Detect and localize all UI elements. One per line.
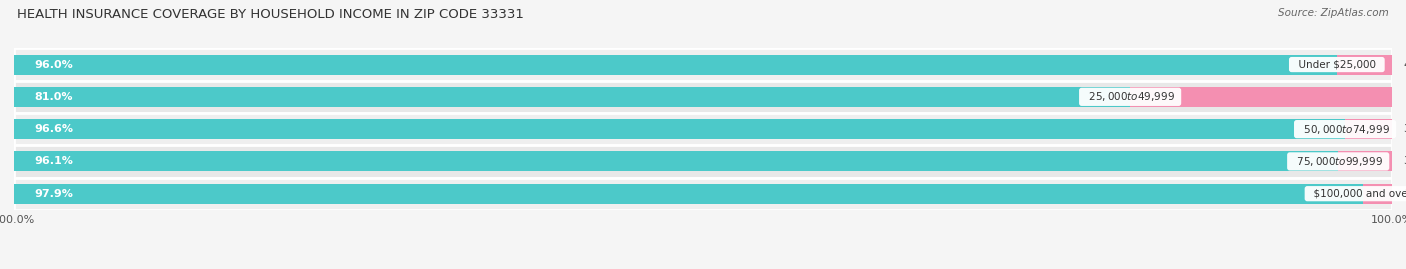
Text: Source: ZipAtlas.com: Source: ZipAtlas.com	[1278, 8, 1389, 18]
Text: $75,000 to $99,999: $75,000 to $99,999	[1289, 155, 1386, 168]
Text: Under $25,000: Under $25,000	[1292, 59, 1382, 70]
Text: 3.4%: 3.4%	[1403, 124, 1406, 134]
Bar	[14, 48, 1392, 81]
Bar	[14, 145, 1392, 178]
Text: 96.6%: 96.6%	[35, 124, 73, 134]
Bar	[1337, 55, 1392, 75]
Bar	[1339, 151, 1392, 171]
Bar	[1346, 119, 1392, 139]
Text: 96.1%: 96.1%	[35, 156, 73, 167]
Text: 4.0%: 4.0%	[1403, 59, 1406, 70]
Text: 19.1%: 19.1%	[1405, 92, 1406, 102]
Text: 97.9%: 97.9%	[35, 189, 73, 199]
Text: 3.9%: 3.9%	[1403, 156, 1406, 167]
Bar	[14, 113, 1392, 145]
Bar	[14, 184, 1362, 204]
Bar	[1130, 87, 1393, 107]
Text: 81.0%: 81.0%	[35, 92, 73, 102]
Bar	[14, 81, 1392, 113]
Bar	[14, 151, 1339, 171]
Text: 2.1%: 2.1%	[1403, 189, 1406, 199]
Bar	[14, 55, 1337, 75]
Bar	[14, 119, 1346, 139]
Bar	[14, 87, 1130, 107]
Bar	[1362, 184, 1392, 204]
Bar	[14, 178, 1392, 210]
Text: $25,000 to $49,999: $25,000 to $49,999	[1081, 90, 1178, 103]
Text: HEALTH INSURANCE COVERAGE BY HOUSEHOLD INCOME IN ZIP CODE 33331: HEALTH INSURANCE COVERAGE BY HOUSEHOLD I…	[17, 8, 524, 21]
Text: 96.0%: 96.0%	[35, 59, 73, 70]
Text: $50,000 to $74,999: $50,000 to $74,999	[1296, 123, 1393, 136]
Text: $100,000 and over: $100,000 and over	[1308, 189, 1406, 199]
